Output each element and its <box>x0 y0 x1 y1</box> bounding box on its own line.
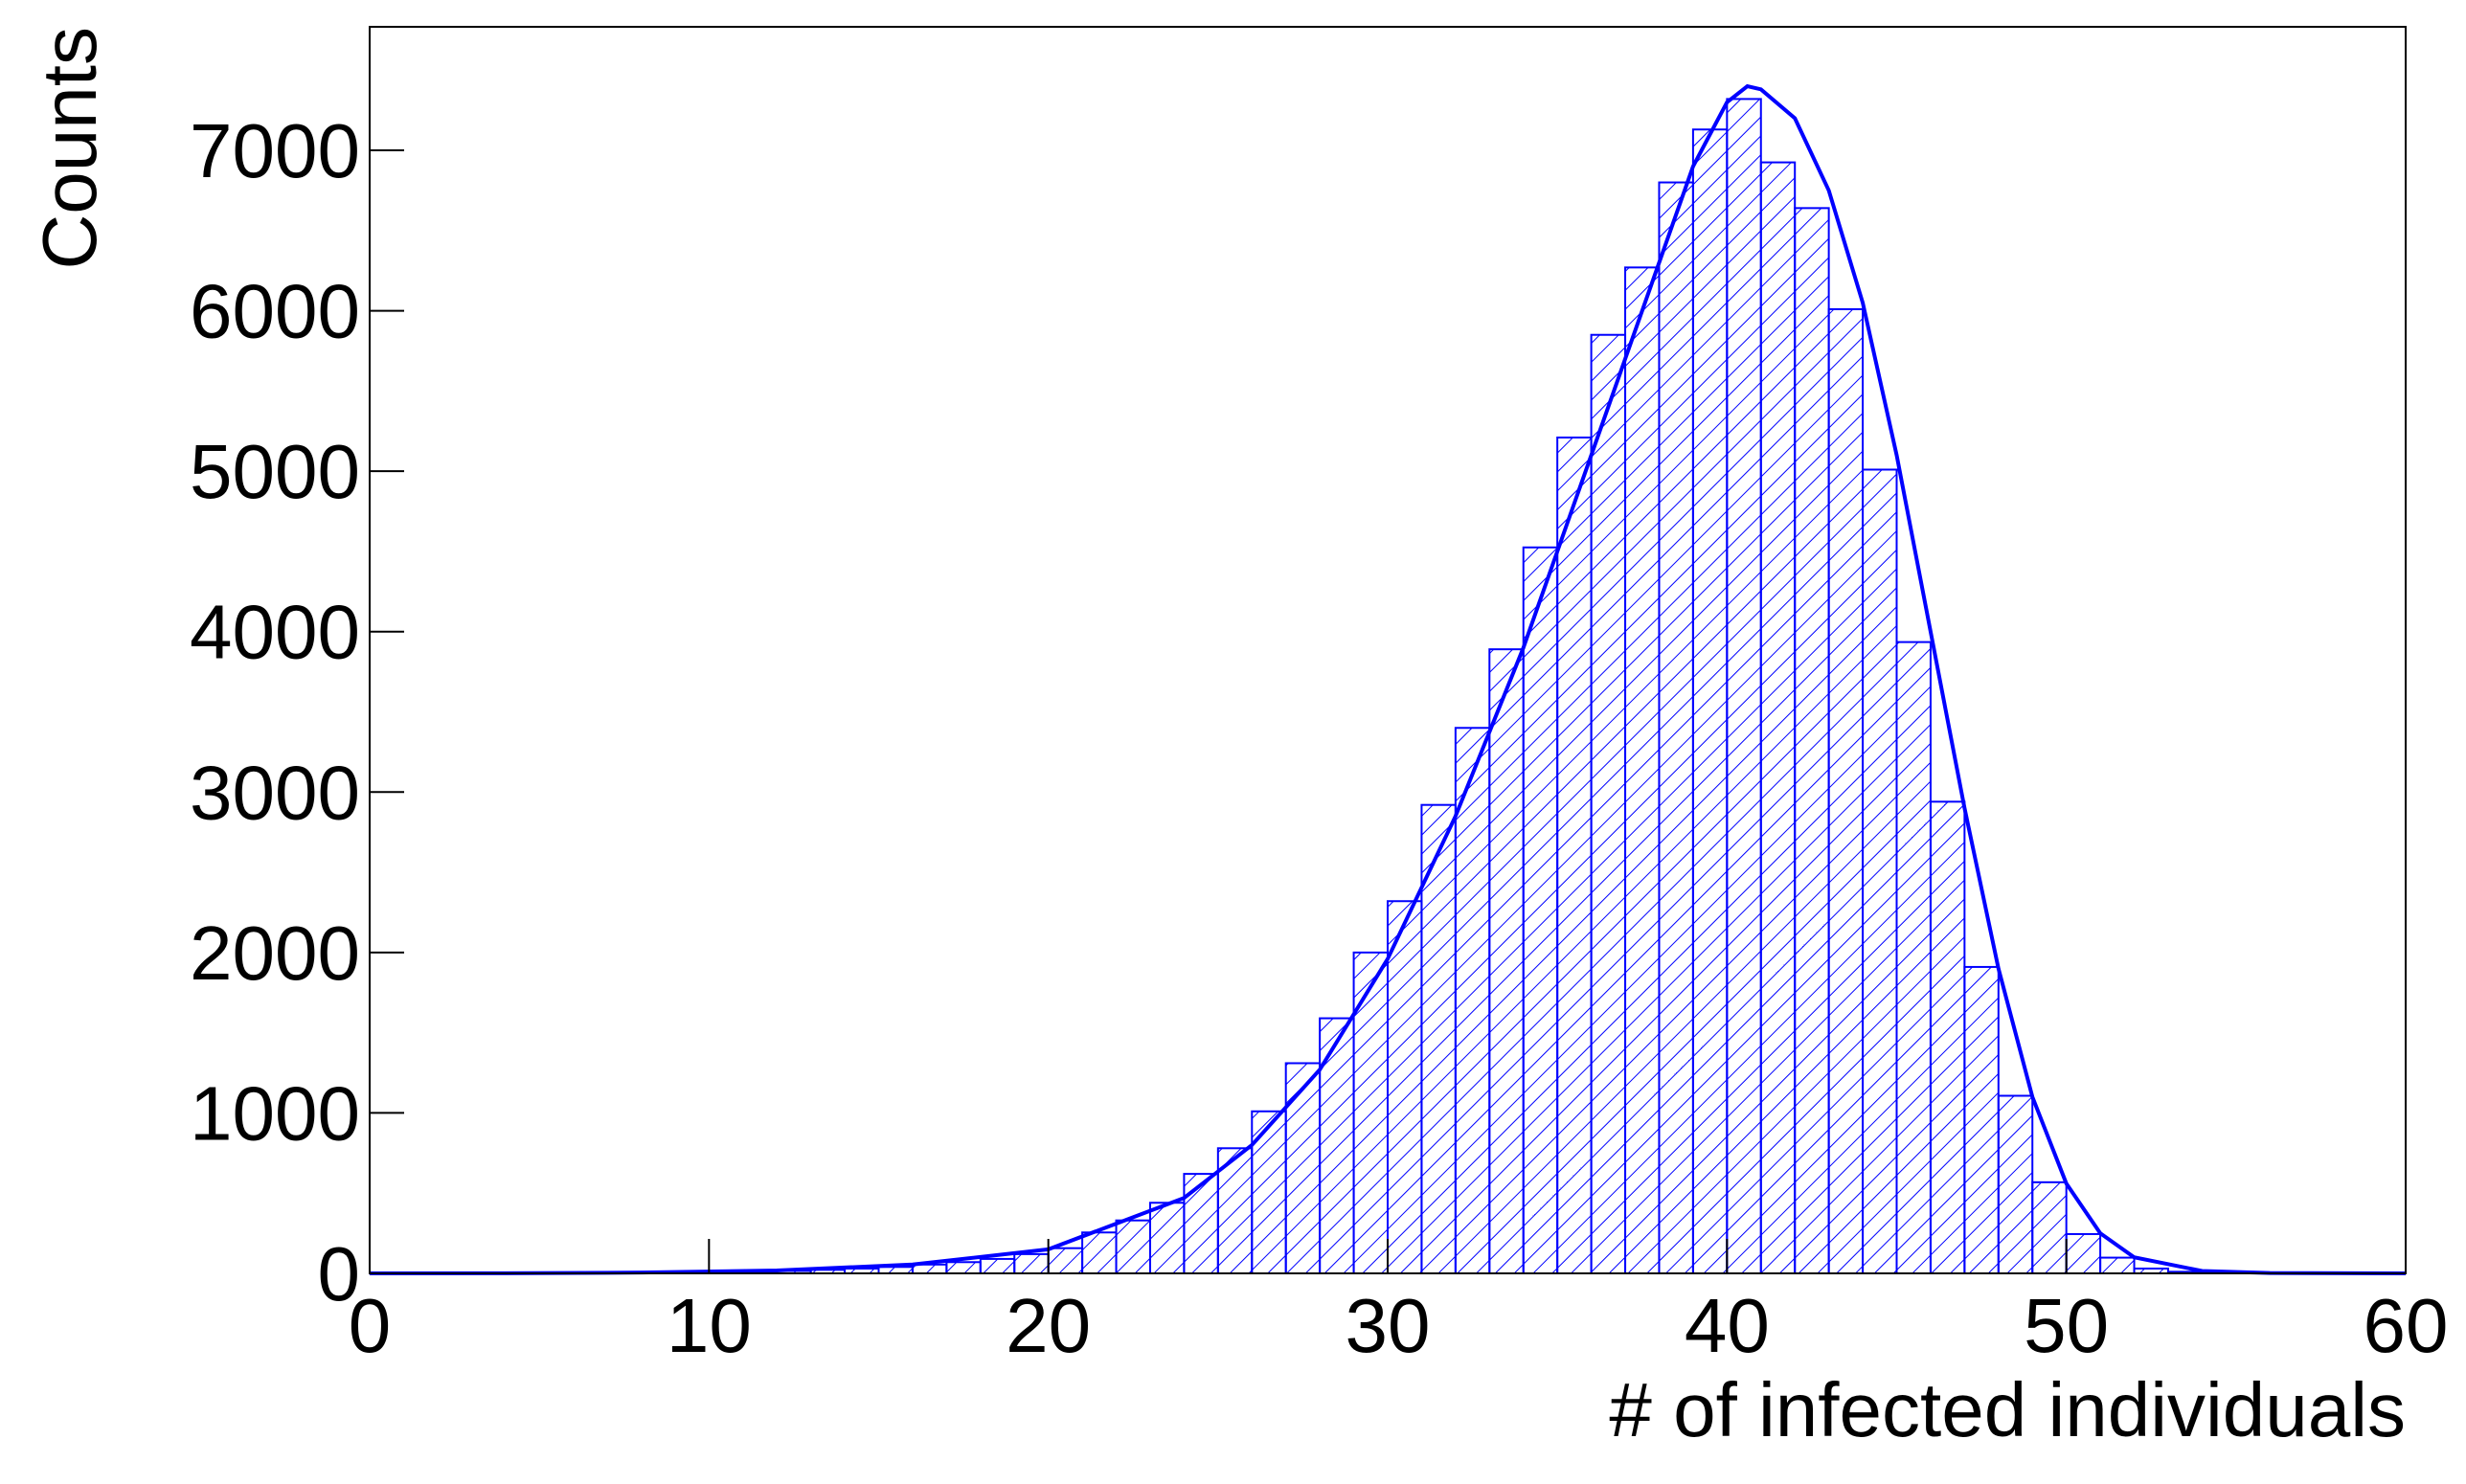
histogram-bar <box>979 1257 1016 1275</box>
histogram-bar <box>1556 436 1593 1274</box>
histogram-bar <box>1488 648 1525 1274</box>
histogram-bar <box>2099 1256 2136 1274</box>
x-axis-title: # of infected individuals <box>1609 1367 2406 1452</box>
histogram-bar <box>1183 1173 1219 1275</box>
histogram-bar <box>1352 951 1389 1274</box>
histogram-bar <box>945 1261 982 1274</box>
y-tick-label: 1000 <box>190 1070 360 1156</box>
x-tick-label: 10 <box>667 1283 752 1368</box>
y-tick-label: 5000 <box>190 429 360 514</box>
y-axis-title: Counts <box>27 27 112 269</box>
histogram-bar <box>1251 1110 1287 1274</box>
x-tick-label: 40 <box>1685 1283 1770 1368</box>
histogram-bar <box>1284 1062 1322 1274</box>
histogram-bar <box>1522 546 1559 1274</box>
histogram-bar <box>2065 1232 2102 1274</box>
histogram-bar <box>1148 1202 1186 1274</box>
histogram-bar <box>877 1266 914 1274</box>
histogram-bar <box>1081 1231 1118 1274</box>
histogram-bar <box>1794 207 1830 1275</box>
histogram-bar <box>1997 1094 2034 1274</box>
histogram-bar <box>1827 307 1865 1274</box>
x-tick-label: 30 <box>1346 1283 1431 1368</box>
x-tick-label: 50 <box>2024 1283 2109 1368</box>
fit-curve <box>369 83 2407 1275</box>
y-tick-label: 0 <box>318 1231 361 1316</box>
y-tick-label: 2000 <box>190 911 360 996</box>
histogram-bar <box>1929 800 1966 1275</box>
histogram-bar <box>1013 1252 1050 1274</box>
histogram-bar <box>1454 727 1491 1274</box>
y-tick-label: 6000 <box>190 269 360 354</box>
histogram-bar <box>1047 1247 1084 1275</box>
x-tick-label: 20 <box>1006 1283 1091 1368</box>
histogram-bar <box>1319 1017 1355 1275</box>
histogram-bar <box>1862 468 1898 1274</box>
histogram-bar <box>1895 641 1932 1274</box>
histogram-bar <box>1726 98 1762 1275</box>
histogram-bar <box>1691 128 1729 1274</box>
histogram-bar <box>1963 965 2000 1274</box>
y-tick-label: 4000 <box>190 590 360 675</box>
histogram-bar <box>1759 161 1797 1274</box>
histogram-bar <box>1115 1219 1151 1275</box>
histogram-bar <box>1590 333 1627 1274</box>
y-tick-label: 3000 <box>190 750 360 835</box>
y-tick-label: 7000 <box>190 108 360 193</box>
histogram-bar <box>1387 900 1423 1274</box>
x-tick-label: 0 <box>349 1283 392 1368</box>
histogram-bar <box>1658 181 1694 1275</box>
histogram-bar <box>1624 266 1661 1275</box>
x-tick-label: 60 <box>2364 1283 2449 1368</box>
histogram-bar <box>2031 1180 2068 1275</box>
